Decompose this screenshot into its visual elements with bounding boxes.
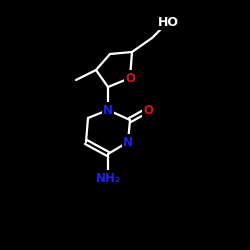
Text: N: N — [103, 104, 113, 117]
Text: HO: HO — [158, 16, 178, 28]
Text: O: O — [143, 104, 153, 117]
Text: O: O — [125, 72, 135, 85]
Text: N: N — [123, 136, 133, 148]
Text: NH₂: NH₂ — [96, 172, 120, 184]
